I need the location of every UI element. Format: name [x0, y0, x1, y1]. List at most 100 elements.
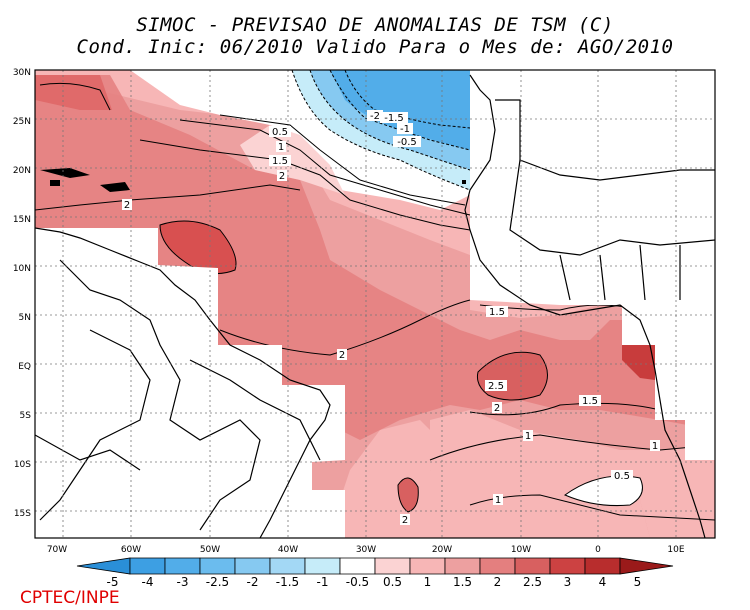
colorbar-swatch — [374, 557, 411, 575]
svg-text:2: 2 — [279, 171, 285, 182]
colorbar-label: -2 — [247, 575, 259, 589]
svg-text:2: 2 — [402, 515, 408, 526]
contour-0p5 — [219, 114, 466, 206]
island-cuba — [40, 168, 90, 178]
contour-label: -1 — [397, 123, 413, 135]
lon-label: 10E — [667, 545, 684, 555]
colorbar-swatch — [164, 557, 201, 575]
colorbar-swatch — [304, 557, 341, 575]
colorbar: -5 -4 -3 -2.5 -2 -1.5 -1 -0.5 0.5 1 1.5 2 2.5 3 4 5 — [76, 557, 674, 589]
colorbar-label: -4 — [142, 575, 154, 589]
lat-label: 30N — [13, 68, 31, 78]
colorbar-swatch — [479, 557, 516, 575]
colorbar-swatch — [549, 557, 586, 575]
sst-hotspot-caribbean — [160, 221, 236, 274]
colorbar-label: -5 — [107, 575, 119, 589]
lon-label: 30W — [356, 545, 376, 555]
svg-text:2: 2 — [339, 350, 345, 361]
colorbar-swatch — [269, 557, 306, 575]
svg-text:2: 2 — [494, 403, 500, 414]
contour-label: 2.5 — [485, 380, 507, 392]
lon-label: 70W — [47, 545, 67, 555]
lat-label: EQ — [18, 362, 31, 372]
map-frame — [34, 69, 716, 539]
coast-south-america — [35, 227, 331, 538]
colorbar-label: -1.5 — [276, 575, 299, 589]
island-jamaica — [50, 180, 60, 186]
svg-text:-0.5: -0.5 — [397, 137, 417, 148]
sst-region-0p5 — [240, 125, 345, 195]
colorbar-swatch — [339, 557, 376, 575]
contour-2-north — [35, 184, 301, 211]
contour-label: 1 — [493, 494, 503, 506]
longitude-labels: 70W 60W 50W 40W 30W 20W 10W 0 10E — [47, 545, 685, 555]
contour-1p5 — [139, 139, 471, 231]
svg-text:1: 1 — [278, 142, 284, 153]
colorbar-swatch — [444, 557, 481, 575]
land-west-africa — [470, 70, 715, 305]
lon-label: 20W — [432, 545, 452, 555]
lat-label: 20N — [13, 166, 31, 176]
island-hispaniola — [100, 182, 130, 192]
lat-label: 5N — [19, 313, 31, 323]
svg-text:0.5: 0.5 — [272, 127, 288, 138]
svg-text:1: 1 — [652, 441, 658, 452]
colorbar-swatch — [76, 557, 131, 575]
svg-text:1: 1 — [525, 431, 531, 442]
contour-label: 1 — [523, 430, 533, 442]
contour-2-south — [397, 477, 419, 513]
border-south-america-a — [59, 259, 261, 531]
svg-text:1: 1 — [495, 495, 501, 506]
colorbar-label: -1 — [317, 575, 329, 589]
border-north-africa — [495, 99, 715, 181]
credit-label: CPTEC/INPE — [20, 588, 120, 608]
border-brazil — [189, 359, 321, 461]
contour-label: 2 — [122, 199, 132, 211]
svg-text:-2: -2 — [370, 111, 380, 122]
contour-2p5-caribbean — [159, 220, 237, 275]
sst-neg-region-2 — [330, 70, 470, 150]
lat-label: 10N — [13, 264, 31, 274]
colorbar-swatch — [584, 557, 621, 575]
lat-label: 10S — [14, 460, 31, 470]
contour-label: 0.5 — [611, 470, 633, 482]
colorbar-label: -2.5 — [206, 575, 229, 589]
colorbar-label: 4 — [599, 575, 607, 589]
map-title: SIMOC - PREVISAO DE ANOMALIAS DE TSM (C) — [136, 14, 614, 36]
contour-label: 2 — [492, 402, 502, 414]
border-west-africa — [559, 244, 681, 301]
contour-1 — [179, 119, 471, 216]
contour-label: -0.5 — [393, 136, 421, 148]
contour-label: 1.5 — [269, 155, 291, 167]
colorbar-label: 3 — [564, 575, 572, 589]
colorbar-swatch — [409, 557, 446, 575]
svg-text:0.5: 0.5 — [614, 471, 630, 482]
colorbar-label: 5 — [634, 575, 642, 589]
lon-label: 60W — [121, 545, 141, 555]
colorbar-swatch — [514, 557, 551, 575]
lon-label: 0 — [595, 545, 601, 555]
svg-text:2.5: 2.5 — [488, 381, 504, 392]
lat-label: 25N — [13, 117, 31, 127]
contour-nw — [39, 82, 111, 111]
lon-label: 10W — [511, 545, 531, 555]
colorbar-label: 1.5 — [453, 575, 472, 589]
contour-label: -1.5 — [380, 112, 408, 124]
contour-label: 1 — [276, 141, 286, 153]
svg-text:-1: -1 — [400, 124, 410, 135]
border-peru — [35, 434, 141, 471]
contour-2p5-eq — [477, 351, 548, 401]
colorbar-label: 2.5 — [523, 575, 542, 589]
colorbar-swatch — [199, 557, 236, 575]
sst-hotspot-south — [398, 477, 419, 512]
colorbar-label: 0.5 — [383, 575, 402, 589]
colorbar-label: 2 — [494, 575, 502, 589]
contour-labels: -2 -1.5-1 -0.5 0.5 1 1.5 2 2 1.5 2 2.5 2 1.5 1 1 0.5 1 2 — [122, 110, 660, 526]
contour-label: 2 — [277, 170, 287, 182]
contour-label: 2 — [337, 349, 347, 361]
colorbar-label: 1 — [424, 575, 432, 589]
contour-1-far-south — [469, 494, 715, 521]
svg-text:1.5: 1.5 — [272, 156, 288, 167]
sst-hotspot-gulf — [622, 345, 655, 380]
